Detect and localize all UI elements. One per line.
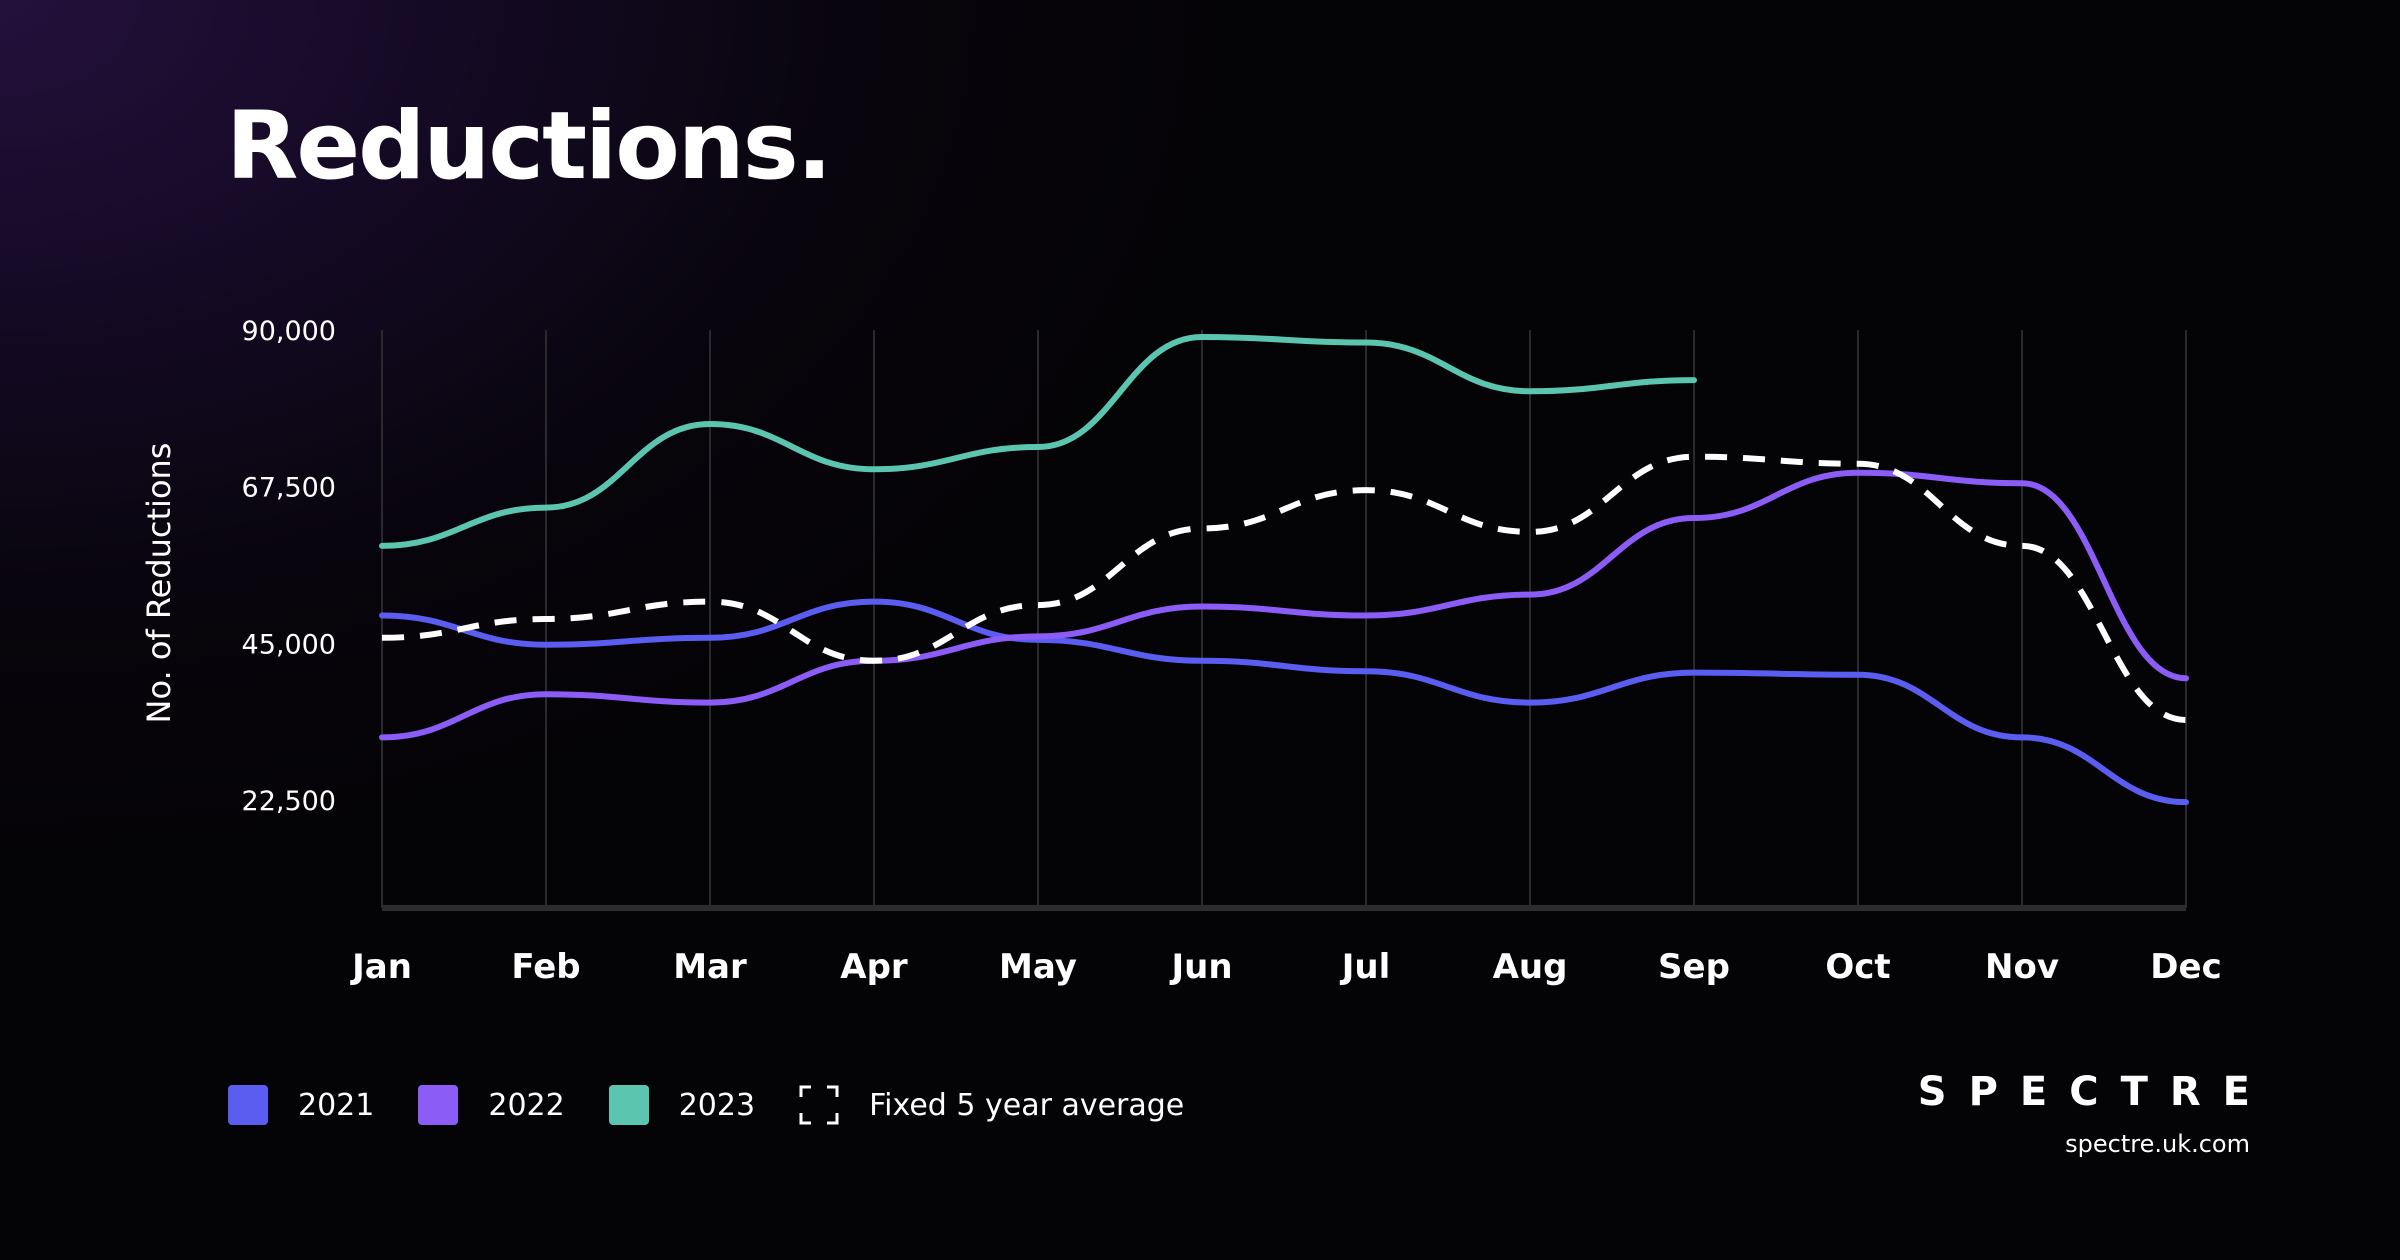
legend-label-2023: 2023 <box>678 1087 756 1123</box>
x-tick-label: Oct <box>1825 947 1890 987</box>
x-tick-label: Nov <box>1985 947 2059 987</box>
chart-title: Reductions. <box>226 92 832 201</box>
x-tick-label: May <box>999 947 1077 987</box>
x-tick-label: Apr <box>840 947 908 987</box>
grid-lines <box>381 330 2187 908</box>
x-tick-label: Dec <box>2150 947 2221 987</box>
legend-label-2022: 2022 <box>488 1087 565 1123</box>
brand-logo: SPECTRE <box>1917 1069 2272 1115</box>
reductions-line-chart: 22,500 45,000 67,500 90,000 No. of Reduction… <box>140 316 2222 987</box>
brand-block: SPECTRE spectre.uk.com <box>1918 1072 2250 1158</box>
x-tick-label: Jan <box>350 947 412 987</box>
brand-url: spectre.uk.com <box>2065 1130 2250 1158</box>
x-tick-label: Jun <box>1169 947 1232 987</box>
legend-item-2022: 2022 <box>418 1085 565 1125</box>
chart-legend: 2021 2022 2023 Fixed 5 year average <box>228 1082 1228 1128</box>
series-line-fixed-5-year-average <box>381 453 2187 723</box>
x-tick-label: Feb <box>511 947 580 987</box>
series-line-2023 <box>379 333 1697 549</box>
y-axis-label: No. of Reductions <box>140 443 178 724</box>
legend-label-2021: 2021 <box>298 1087 375 1123</box>
legend-item-2021: 2021 <box>228 1085 374 1125</box>
tick-labels: 22,500 45,000 67,500 90,000 No. of Reduction… <box>140 316 2222 987</box>
y-tick-label: 45,000 <box>242 629 336 660</box>
series-line-2021 <box>379 598 2189 806</box>
legend-swatch-average <box>799 1085 839 1125</box>
x-tick-label: Aug <box>1493 947 1568 987</box>
legend-swatch-2023 <box>608 1085 649 1125</box>
legend-item-average: Fixed 5 year average <box>799 1085 1184 1125</box>
x-tick-label: Mar <box>673 947 747 987</box>
y-tick-label: 90,000 <box>242 316 336 347</box>
legend-swatch-2021 <box>228 1085 268 1125</box>
y-tick-label: 22,500 <box>242 786 336 817</box>
legend-swatch-2022 <box>418 1085 459 1125</box>
legend-item-2023: 2023 <box>608 1085 756 1125</box>
x-tick-label: Sep <box>1658 947 1730 987</box>
legend-label-average: Fixed 5 year average <box>869 1087 1185 1123</box>
series-line-2022 <box>379 469 2189 741</box>
series-lines <box>379 333 2189 806</box>
x-tick-label: Jul <box>1340 947 1391 987</box>
y-tick-label: 67,500 <box>242 473 336 504</box>
